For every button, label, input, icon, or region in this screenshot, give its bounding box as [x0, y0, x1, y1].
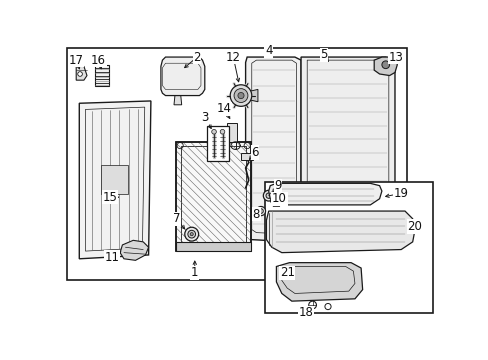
Polygon shape	[276, 196, 282, 201]
Bar	[101, 165, 127, 194]
Polygon shape	[76, 66, 87, 80]
Bar	[95, 65, 108, 86]
Circle shape	[187, 230, 195, 238]
Circle shape	[372, 224, 377, 229]
Text: 12: 12	[225, 50, 240, 64]
Circle shape	[381, 61, 389, 69]
Text: 10: 10	[271, 192, 286, 205]
Circle shape	[230, 85, 251, 106]
Text: 21: 21	[279, 266, 294, 279]
Text: 6: 6	[250, 146, 258, 159]
Polygon shape	[301, 57, 394, 247]
Text: 13: 13	[388, 50, 403, 64]
Text: 7: 7	[172, 212, 180, 225]
Text: 4: 4	[264, 44, 272, 57]
Bar	[176, 142, 250, 251]
Text: 5: 5	[320, 48, 327, 61]
Text: 11: 11	[105, 251, 120, 264]
Polygon shape	[373, 57, 396, 76]
Bar	[181, 147, 246, 247]
Circle shape	[258, 209, 263, 213]
Circle shape	[256, 206, 265, 216]
Circle shape	[190, 233, 193, 236]
Polygon shape	[268, 183, 381, 205]
Circle shape	[184, 227, 198, 241]
Text: 16: 16	[91, 54, 106, 67]
Polygon shape	[241, 89, 257, 102]
Text: 17: 17	[69, 54, 83, 67]
Circle shape	[234, 89, 247, 103]
Circle shape	[324, 303, 330, 310]
Polygon shape	[120, 240, 148, 260]
Bar	[207, 126, 228, 161]
Polygon shape	[270, 196, 276, 201]
Text: 14: 14	[216, 102, 231, 115]
Circle shape	[263, 190, 274, 201]
Polygon shape	[266, 211, 414, 253]
Polygon shape	[174, 82, 182, 105]
Circle shape	[265, 193, 271, 198]
Bar	[345, 234, 385, 249]
Bar	[67, 48, 407, 280]
Text: 20: 20	[407, 220, 422, 233]
Bar	[176, 142, 250, 251]
Text: 1: 1	[191, 266, 198, 279]
Circle shape	[273, 198, 279, 204]
Polygon shape	[161, 57, 204, 95]
Text: 15: 15	[102, 191, 117, 204]
Text: 3: 3	[201, 111, 208, 125]
Bar	[264, 182, 432, 313]
Bar	[306, 237, 345, 249]
Text: 19: 19	[393, 187, 408, 200]
Circle shape	[238, 93, 244, 99]
Polygon shape	[270, 201, 276, 206]
Text: 9: 9	[274, 179, 281, 192]
Circle shape	[220, 130, 224, 134]
Polygon shape	[276, 263, 362, 301]
Circle shape	[211, 130, 216, 134]
Polygon shape	[276, 201, 282, 206]
Polygon shape	[79, 101, 151, 259]
Polygon shape	[273, 196, 279, 201]
Text: 18: 18	[298, 306, 312, 319]
Text: 8: 8	[252, 208, 260, 221]
Bar	[241, 153, 253, 160]
Polygon shape	[226, 122, 237, 142]
Polygon shape	[273, 201, 279, 206]
Polygon shape	[245, 57, 301, 242]
Circle shape	[78, 72, 82, 76]
Text: 2: 2	[193, 50, 201, 64]
Circle shape	[308, 301, 316, 309]
Bar	[176, 242, 250, 251]
